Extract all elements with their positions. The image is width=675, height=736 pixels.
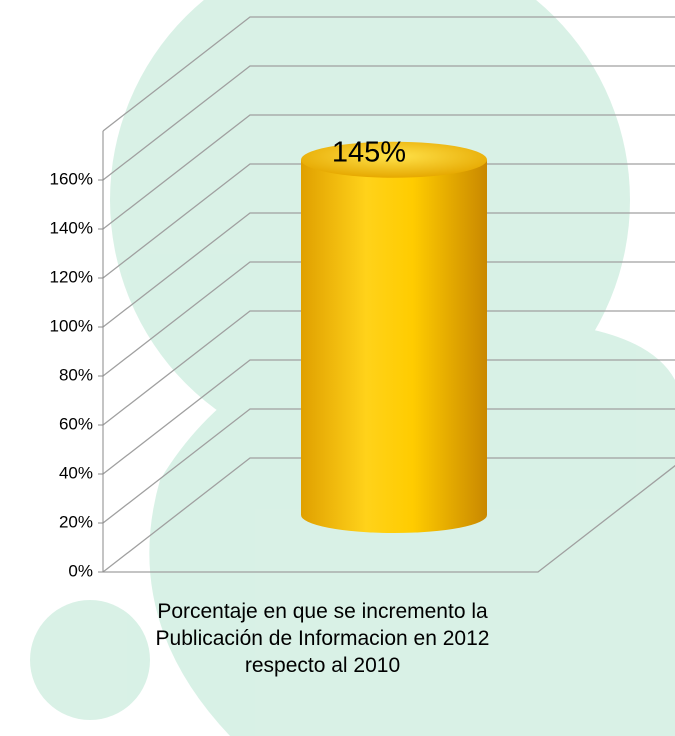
grid-line xyxy=(102,310,675,426)
grid-line xyxy=(102,359,675,475)
plot-area: 0% 20% 40% 60% 80% 100% 120% 140% 160% 145% xyxy=(50,16,675,580)
y-tick-label: 120% xyxy=(50,267,93,286)
bar xyxy=(301,159,487,533)
y-tick-label: 40% xyxy=(59,463,93,482)
floor xyxy=(103,464,675,573)
y-tick-label: 20% xyxy=(59,512,93,531)
grid-line xyxy=(102,408,675,524)
grid-line xyxy=(102,212,675,328)
y-tick-label: 60% xyxy=(59,414,93,433)
y-tick-label: 160% xyxy=(50,169,93,188)
y-tick-label: 0% xyxy=(68,561,93,580)
bar-top xyxy=(301,141,487,178)
y-tick-label: 100% xyxy=(50,316,93,335)
grid-line xyxy=(102,457,675,573)
x-category-label: Porcentaje en que se incremento la Publi… xyxy=(155,600,490,677)
data-label: 145% xyxy=(332,136,406,168)
grid-line xyxy=(102,114,675,230)
grid-line xyxy=(102,65,675,181)
y-tick-label: 140% xyxy=(50,218,93,237)
y-tick-label: 80% xyxy=(59,365,93,384)
grid-line xyxy=(102,261,675,377)
grid-line xyxy=(102,163,675,279)
grid-line xyxy=(102,16,675,132)
